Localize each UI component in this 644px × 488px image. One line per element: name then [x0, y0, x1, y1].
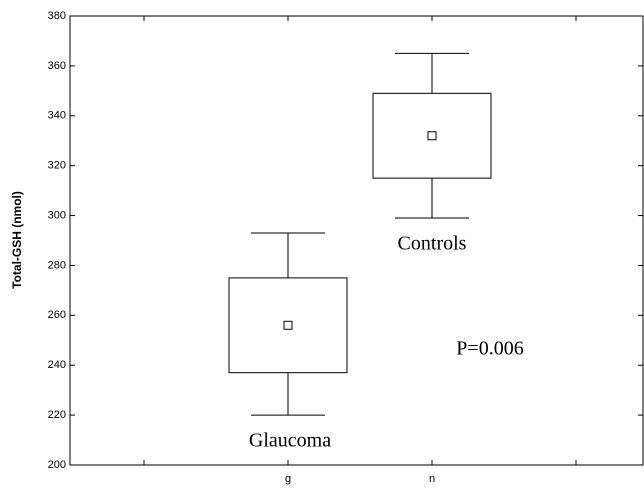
y-tick-label: 380 — [48, 10, 66, 22]
y-tick-label: 340 — [48, 110, 66, 122]
x-tick-label: n — [429, 473, 435, 485]
annotation: Glaucoma — [249, 430, 331, 452]
x-tick-label: g — [285, 473, 291, 485]
plot-frame — [69, 15, 644, 466]
y-tick-label: 240 — [48, 359, 66, 371]
mean-marker — [283, 320, 293, 330]
y-axis-label: Total-GSH (nmol) — [10, 191, 24, 289]
y-tick-label: 260 — [48, 309, 66, 321]
y-tick-label: 220 — [48, 409, 66, 421]
y-tick-label: 360 — [48, 60, 66, 72]
y-tick-label: 200 — [48, 459, 66, 471]
y-tick-label: 320 — [48, 160, 66, 172]
mean-marker — [427, 131, 437, 141]
annotation: Controls — [398, 233, 467, 255]
annotation: P=0.006 — [456, 338, 523, 360]
y-tick-label: 300 — [48, 209, 66, 221]
y-tick-label: 280 — [48, 259, 66, 271]
